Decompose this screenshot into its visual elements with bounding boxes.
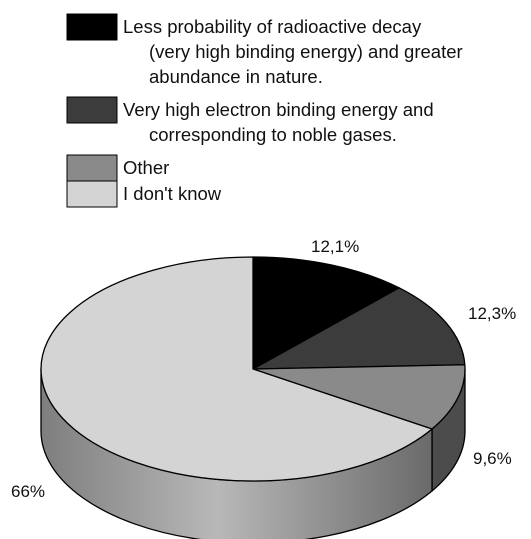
legend-swatch [66, 13, 118, 41]
data-label: 12,1% [311, 237, 359, 256]
pie-slice [252, 364, 466, 430]
pie-slice [40, 256, 433, 482]
data-label: 12,3% [468, 304, 516, 323]
pie-slice [252, 256, 400, 370]
legend-label: Very high electron binding energy and [123, 99, 434, 120]
legend-item: Other [66, 154, 169, 182]
legend-label: corresponding to noble gases. [149, 124, 397, 145]
pie-slice [252, 287, 466, 370]
data-label: 9,6% [473, 449, 512, 468]
legend-swatch [66, 180, 118, 208]
legend-item: Very high electron binding energy and co… [66, 96, 434, 145]
legend-swatch [66, 154, 118, 182]
legend-label: Less probability of radioactive decay [123, 16, 422, 37]
legend-label: I don't know [123, 183, 222, 204]
legend-swatch [66, 96, 118, 124]
legend-label: Other [123, 157, 169, 178]
legend: Less probability of radioactive decay (v… [66, 13, 463, 208]
legend-item: Less probability of radioactive decay (v… [66, 13, 463, 87]
legend-label: (very high binding energy) and greater [149, 41, 463, 62]
legend-item: I don't know [66, 180, 222, 208]
data-label: 66% [11, 482, 45, 501]
legend-label: abundance in nature. [149, 66, 323, 87]
pie-top [40, 256, 466, 482]
data-labels: 12,1% 12,3% 9,6% 66% [11, 237, 516, 501]
